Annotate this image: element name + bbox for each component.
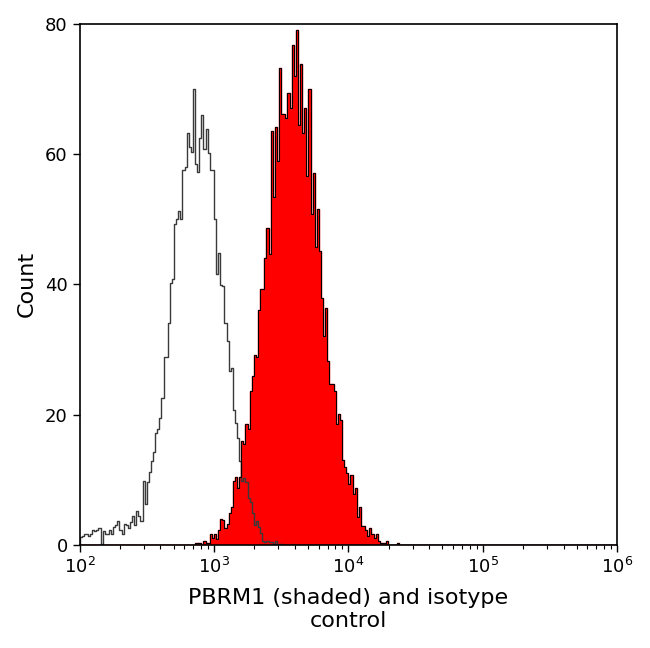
X-axis label: PBRM1 (shaded) and isotype
control: PBRM1 (shaded) and isotype control xyxy=(188,588,508,631)
Y-axis label: Count: Count xyxy=(17,251,36,318)
Polygon shape xyxy=(79,30,617,545)
